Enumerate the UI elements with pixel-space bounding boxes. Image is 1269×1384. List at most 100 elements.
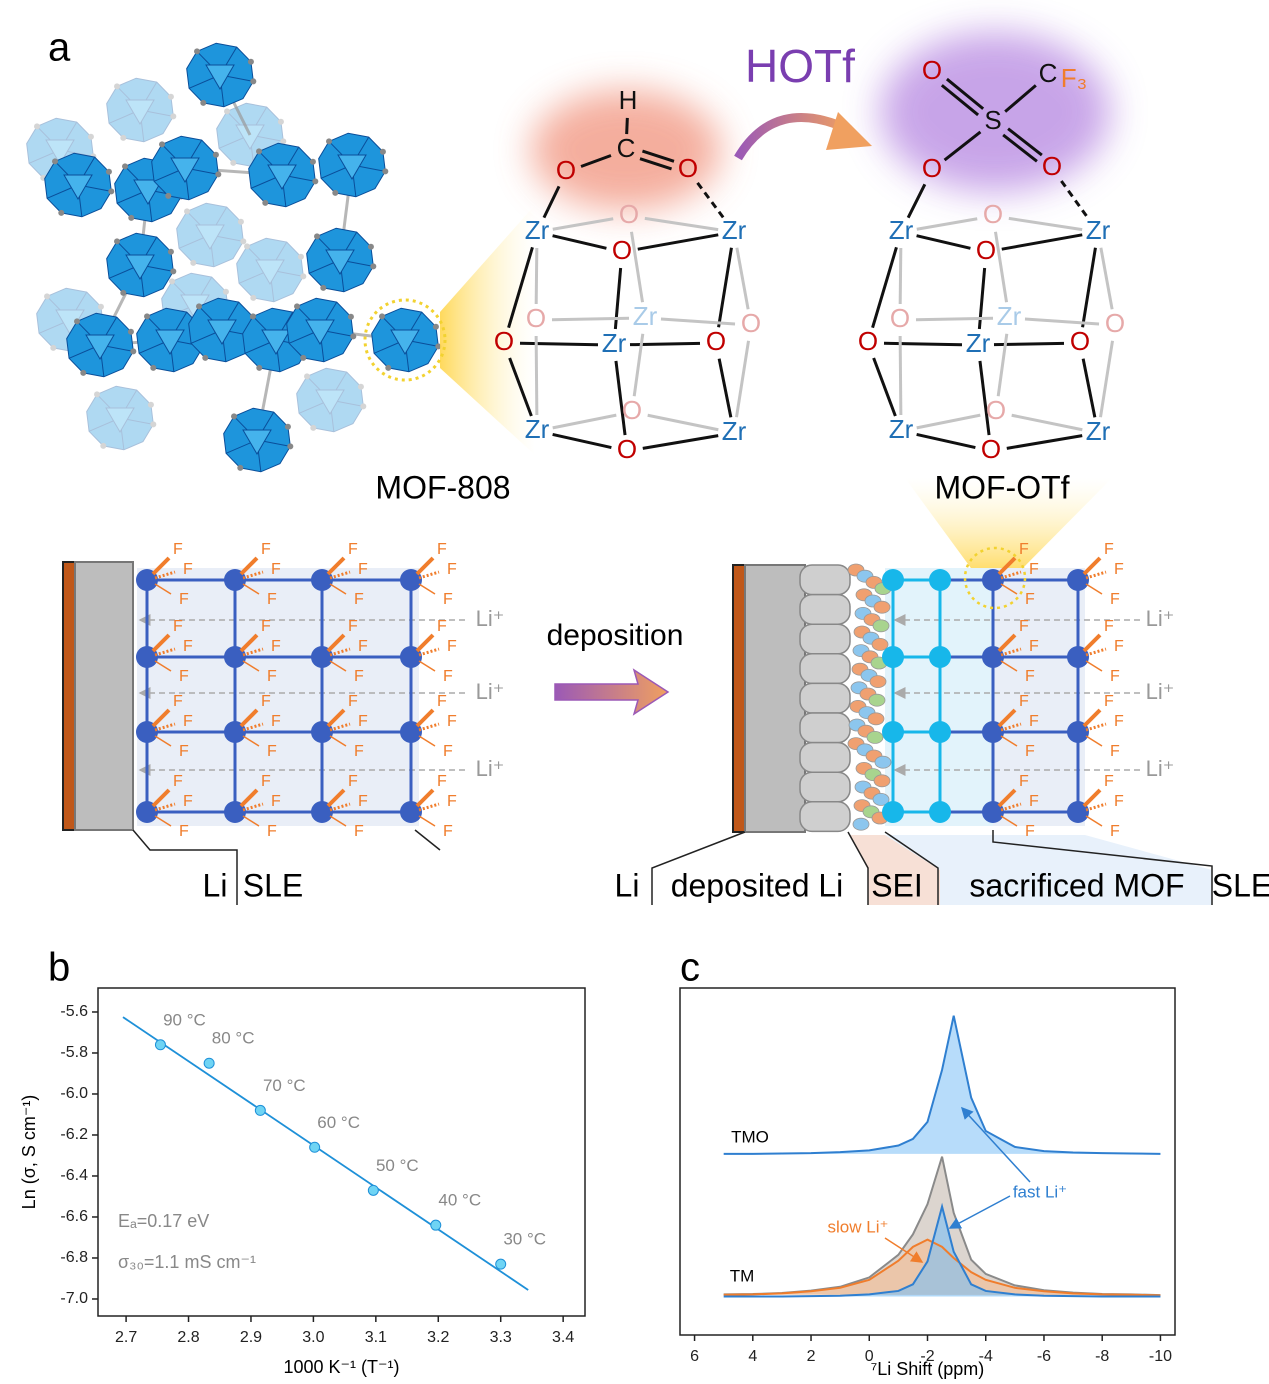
cluster-facet [315, 389, 345, 415]
mof-node [1067, 721, 1089, 743]
fluorine-label: F [1019, 773, 1029, 790]
deposited-li [799, 564, 851, 596]
atom-label: Zr [889, 414, 914, 444]
data-point [495, 1258, 507, 1270]
c-f-bond [154, 660, 172, 672]
zr-cluster [186, 42, 257, 108]
linker-atom [194, 48, 201, 55]
c-f-bond [1085, 660, 1103, 672]
c-f-bond [1000, 722, 1022, 732]
linker-atom [150, 364, 157, 371]
linker-atom [87, 133, 94, 140]
bond [717, 247, 733, 328]
deposited-li [799, 771, 851, 803]
cluster-facet [325, 249, 355, 275]
cluster-facet [119, 417, 125, 450]
c-f-bond [242, 722, 264, 732]
fluorine-label: F [183, 793, 193, 810]
cluster-body [106, 77, 174, 143]
linker-atom [159, 141, 166, 148]
c-f-bond [329, 815, 347, 827]
fluorine-label: F [1110, 591, 1120, 608]
mof-node [1067, 801, 1089, 823]
linker-atom [230, 159, 237, 166]
point-label: 30 °C [503, 1230, 546, 1249]
c-f-bond [326, 788, 346, 808]
bond [534, 335, 539, 416]
linker-atom [34, 123, 41, 130]
linker-atom [310, 424, 317, 431]
linker-atom [184, 208, 191, 215]
fluorine-label: F [358, 638, 368, 655]
fluorine-label: F [1110, 668, 1120, 685]
bond [641, 149, 675, 163]
cluster-facet [63, 174, 93, 200]
linker-atom [312, 178, 319, 185]
c-f-bond [1085, 815, 1103, 827]
c-f-bond [151, 633, 171, 653]
bond [735, 247, 750, 310]
cluster-facet [249, 106, 268, 136]
mof-name: MOF-OTf [934, 469, 1069, 505]
fluorine-label: F [1029, 793, 1039, 810]
c-f-bond [326, 633, 346, 653]
c-f-bond [1000, 570, 1022, 580]
zr-cluster [151, 135, 222, 201]
fluorine-label: F [1104, 693, 1114, 710]
cluster-facet [139, 109, 145, 142]
interface-left: Li⁺Li⁺Li⁺FFFFFFFFFFFFFFFFFFFFFFFFFFFFFFF… [62, 541, 505, 905]
linker-atom [165, 192, 172, 199]
cluster-facet [46, 296, 71, 321]
cluster-facet [305, 319, 335, 345]
atom-label: Zr [722, 416, 747, 446]
series-label: fast Li⁺ [1013, 1182, 1067, 1201]
panel-label: b [48, 946, 70, 990]
x-tick-label: 2.7 [115, 1329, 137, 1346]
li-ion-label: Li⁺ [1146, 606, 1175, 631]
zr-cluster [223, 407, 294, 473]
linker-atom [94, 391, 101, 398]
chart-c: 6 4 2 0 -2 -4 -6 -8 -10 ⁷Li Shift (ppm) TMO TM slow … [679, 987, 1176, 1379]
layer-label: deposited Li [671, 867, 844, 903]
cluster-facet [116, 86, 141, 111]
line [723, 1015, 1161, 1155]
fluorine-label: F [267, 591, 277, 608]
cluster-facet [390, 329, 420, 355]
chart-b: 2.7 2.8 2.9 3.0 3.1 3.2 3.3 3.4 -7.0 -6.8 -6.6 -6.4… [19, 987, 586, 1377]
c-f-bond [151, 788, 171, 808]
x-tick-label: -8 [1095, 1348, 1109, 1365]
c-f-bond [997, 788, 1017, 808]
c-f-bond [326, 708, 346, 728]
cluster-facet [88, 417, 121, 432]
data-point [309, 1141, 321, 1153]
c-f-bond [1000, 647, 1022, 657]
bond [642, 434, 719, 450]
fluorine-label: F [183, 638, 193, 655]
atom-label: O [706, 326, 726, 356]
linker-atom [367, 243, 374, 250]
linker-atom [202, 354, 209, 361]
panel-label: c [680, 946, 700, 990]
mof-node [982, 721, 1004, 743]
c-f-bond [415, 708, 435, 728]
mof-node [136, 801, 158, 823]
mof-node [882, 721, 904, 743]
li-ion-label: Li⁺ [476, 756, 505, 781]
linker-atom [114, 238, 121, 245]
linker-atom [320, 284, 327, 291]
bond [519, 341, 599, 347]
atom-label: O [678, 153, 698, 183]
sei-particle [866, 731, 884, 744]
cluster-facet [186, 211, 211, 236]
c-f-bond [1000, 815, 1018, 827]
bond [1001, 233, 1083, 251]
bond [542, 185, 561, 219]
mof-node [982, 646, 1004, 668]
mof-node [224, 801, 246, 823]
mof-node [136, 569, 158, 591]
c-f-bond [1000, 802, 1022, 812]
bond [639, 157, 673, 171]
bond [978, 360, 991, 436]
linker-atom [332, 189, 339, 196]
